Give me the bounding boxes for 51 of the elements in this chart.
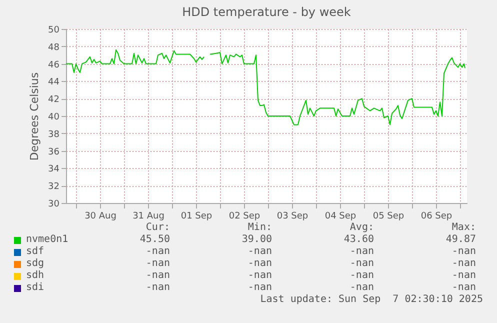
x-tick-label: 03 Sep bbox=[276, 212, 308, 222]
text: -nan bbox=[350, 282, 374, 294]
text: 39.00 bbox=[242, 234, 272, 246]
text: 49.87 bbox=[446, 234, 476, 246]
text: 43.60 bbox=[344, 234, 374, 246]
text: Min: bbox=[248, 222, 272, 234]
y-tick-label: 50 bbox=[48, 26, 60, 36]
text: -nan bbox=[452, 246, 476, 258]
legend-label: nvme0n1 bbox=[26, 234, 68, 246]
x-tick-label: 30 Aug bbox=[84, 212, 116, 222]
text: -nan bbox=[350, 246, 374, 258]
x-tick-label: 31 Aug bbox=[132, 212, 164, 222]
text: Last update: Sun Sep 7 02:30:10 2025 bbox=[260, 294, 483, 306]
text: -nan bbox=[452, 270, 476, 282]
text: -nan bbox=[350, 258, 374, 270]
text: -nan bbox=[248, 258, 272, 270]
text: Avg: bbox=[350, 222, 374, 234]
text: Max: bbox=[452, 222, 476, 234]
y-tick-label: 30 bbox=[48, 200, 60, 210]
text: -nan bbox=[452, 258, 476, 270]
x-tick-label: 01 Sep bbox=[180, 212, 212, 222]
y-tick-label: 34 bbox=[48, 164, 60, 175]
y-tick-label: 44 bbox=[48, 78, 60, 88]
x-tick-label: 06 Sep bbox=[420, 212, 452, 222]
y-tick-label: 42 bbox=[48, 95, 60, 106]
text: -nan bbox=[146, 282, 170, 294]
text: Cur: bbox=[146, 222, 170, 234]
x-tick-label: 02 Sep bbox=[228, 212, 260, 222]
text: -nan bbox=[146, 246, 170, 258]
text: -nan bbox=[248, 270, 272, 282]
text: -nan bbox=[146, 270, 170, 282]
text: -nan bbox=[452, 282, 476, 294]
x-tick-label: 04 Sep bbox=[324, 212, 356, 222]
y-tick-label: 48 bbox=[48, 42, 60, 53]
y-tick-label: 40 bbox=[48, 112, 60, 122]
legend-label: sdf bbox=[26, 246, 44, 258]
text: -nan bbox=[248, 282, 272, 294]
text: -nan bbox=[350, 270, 374, 282]
legend-label: sdi bbox=[26, 282, 44, 294]
y-tick-label: 38 bbox=[48, 130, 60, 140]
chart-title: HDD temperature - by week bbox=[182, 5, 351, 19]
text: -nan bbox=[146, 258, 170, 270]
y-axis-title: Degrees Celsius bbox=[28, 72, 42, 161]
x-tick-label: 05 Sep bbox=[372, 212, 404, 222]
legend-label: sdh bbox=[26, 270, 44, 282]
y-tick-label: 32 bbox=[48, 182, 60, 192]
text: 45.50 bbox=[140, 234, 170, 246]
legend-label: sdg bbox=[26, 258, 44, 270]
y-tick-label: 36 bbox=[48, 147, 60, 158]
text: -nan bbox=[248, 246, 272, 258]
y-tick-label: 46 bbox=[48, 60, 60, 70]
